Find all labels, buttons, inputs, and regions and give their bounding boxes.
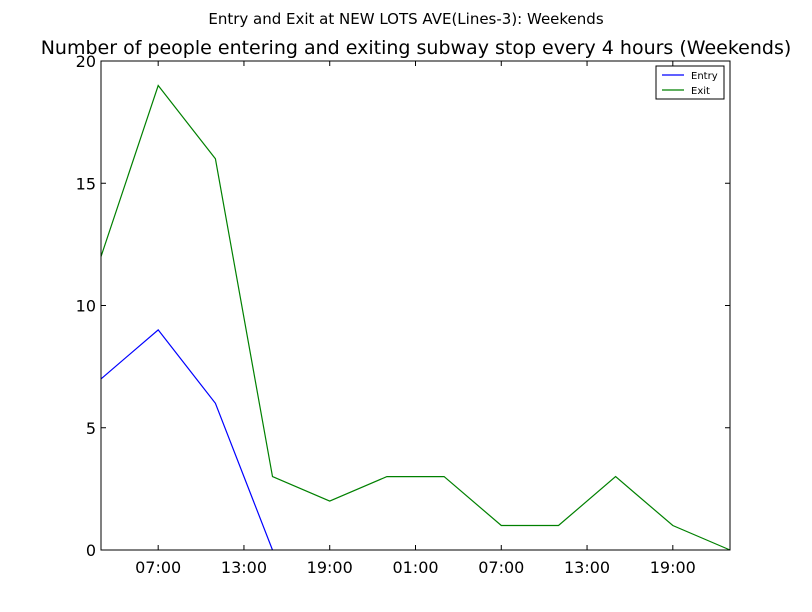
- x-tick-label: 01:00: [392, 558, 438, 577]
- legend: Entry Exit: [655, 65, 725, 100]
- x-tick-label: 13:00: [564, 558, 610, 577]
- axis-ticks: 0 5 10 15 20 07:00 13:00 19:00 01:00 07:00 13:00 19…: [76, 52, 730, 577]
- x-tick-label: 07:00: [135, 558, 181, 577]
- y-tick-label: 10: [76, 297, 96, 316]
- y-tick-label: 20: [76, 52, 96, 71]
- legend-frame: [655, 65, 725, 100]
- x-tick-label: 19:00: [650, 558, 696, 577]
- figure-suptitle: Entry and Exit at NEW LOTS AVE(Lines-3):…: [208, 10, 604, 28]
- y-tick-label: 15: [76, 174, 96, 193]
- plot-area: [100, 84, 731, 551]
- y-tick-label: 5: [86, 419, 96, 438]
- series-line-exit: [100, 84, 731, 551]
- chart-title: Number of people entering and exiting su…: [41, 37, 792, 59]
- legend-label-exit: Exit: [691, 86, 710, 97]
- y-tick-label: 0: [86, 541, 96, 560]
- legend-label-entry: Entry: [691, 71, 718, 82]
- x-tick-label: 07:00: [478, 558, 524, 577]
- x-tick-label: 19:00: [307, 558, 353, 577]
- series-line-entry: [100, 329, 274, 551]
- x-tick-label: 13:00: [221, 558, 267, 577]
